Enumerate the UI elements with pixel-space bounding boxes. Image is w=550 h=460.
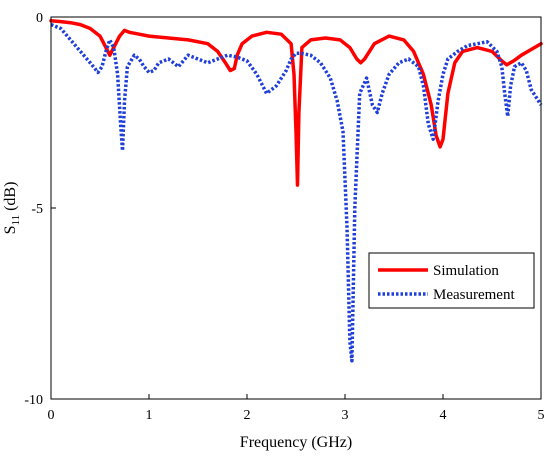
x-tick-label: 3 <box>342 408 349 423</box>
x-tick-label: 5 <box>538 408 545 423</box>
x-axis-title: Frequency (GHz) <box>240 434 352 451</box>
x-tick-label: 4 <box>440 408 447 423</box>
y-tick-label: 0 <box>36 11 43 26</box>
x-tick-label: 2 <box>244 408 251 423</box>
y-tick-label: -10 <box>24 393 43 408</box>
legend-label-measurement: Measurement <box>433 287 515 303</box>
series-line-measurement <box>50 22 543 363</box>
legend: Simulation Measurement <box>368 252 535 309</box>
series-line-simulation <box>49 19 543 187</box>
tick-layer: 0 1 2 3 4 5 0 -5 -10 <box>24 11 544 423</box>
series-layer <box>49 19 543 363</box>
legend-box <box>368 252 535 309</box>
plot-frame <box>50 16 542 400</box>
y-axis-title-unit: (dB) <box>2 182 19 215</box>
legend-label-simulation: Simulation <box>433 263 499 279</box>
x-tick-label: 1 <box>146 408 153 423</box>
y-axis-title: S11 (dB) <box>2 182 22 235</box>
y-axis-title-base: S <box>2 226 19 235</box>
x-tick-label: 0 <box>48 408 55 423</box>
y-tick-label: -5 <box>31 202 43 217</box>
y-axis-title-subscript: 11 <box>10 215 22 226</box>
